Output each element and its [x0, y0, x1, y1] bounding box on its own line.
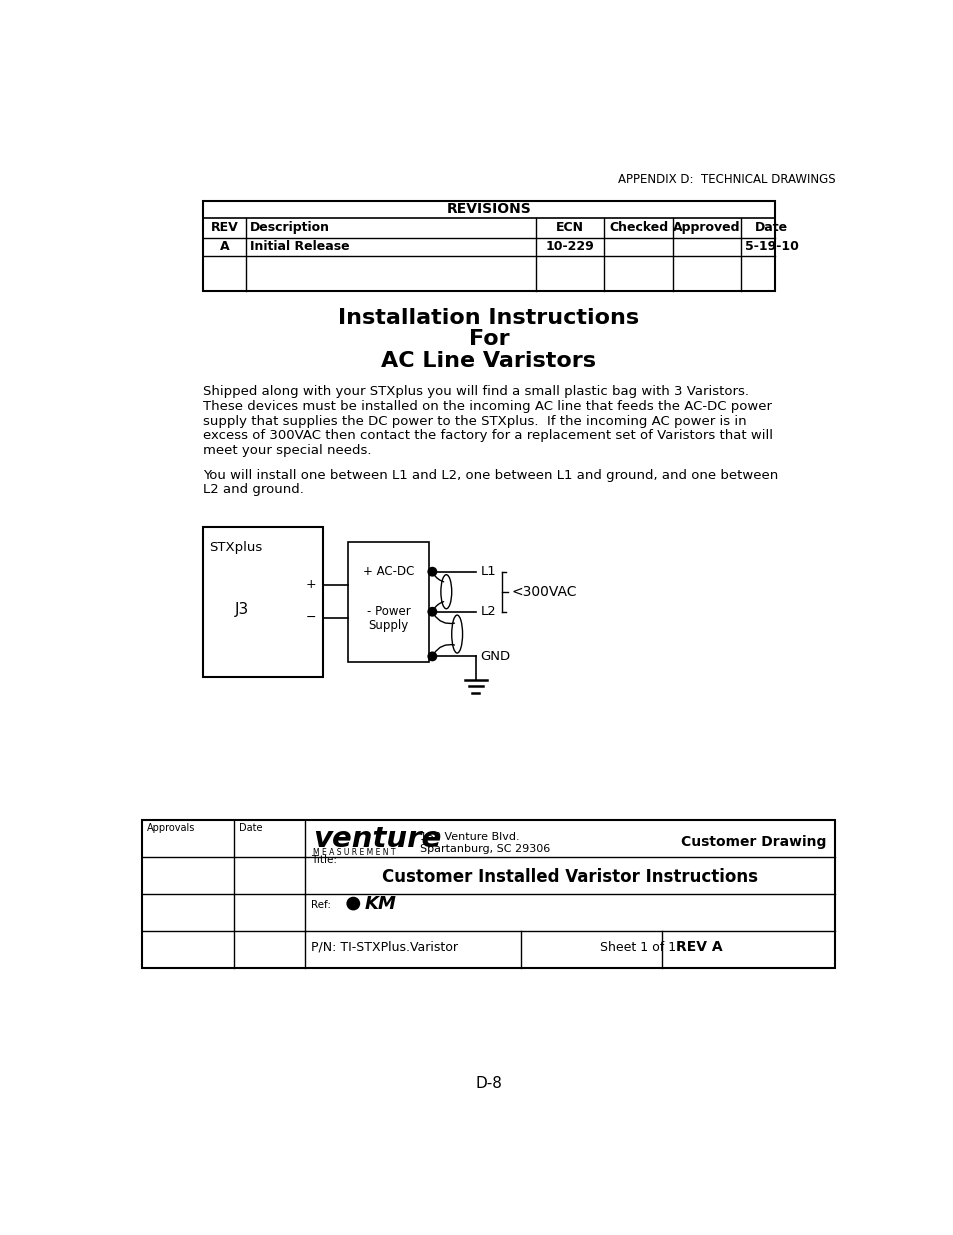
Text: Approved: Approved	[672, 221, 740, 233]
Ellipse shape	[452, 615, 462, 653]
Text: <300VAC: <300VAC	[511, 584, 577, 599]
Bar	[142, 820, 835, 968]
Bar	[203, 527, 323, 677]
Text: Spartanburg, SC 29306: Spartanburg, SC 29306	[419, 844, 550, 853]
Text: Supply: Supply	[368, 619, 408, 632]
Text: L2: L2	[480, 605, 496, 619]
Text: M E A S U R E M E N T: M E A S U R E M E N T	[313, 848, 395, 857]
Text: excess of 300VAC then contact the factory for a replacement set of Varistors tha: excess of 300VAC then contact the factor…	[203, 430, 772, 442]
Text: 10-229: 10-229	[545, 241, 594, 253]
Text: −: −	[305, 611, 315, 625]
Text: GND: GND	[480, 650, 510, 663]
Ellipse shape	[440, 574, 452, 609]
Text: supply that supplies the DC power to the STXplus.  If the incoming AC power is i: supply that supplies the DC power to the…	[203, 415, 746, 427]
Text: J3: J3	[234, 603, 249, 618]
Text: meet your special needs.: meet your special needs.	[203, 443, 371, 457]
Bar	[348, 542, 429, 662]
Text: Customer Drawing: Customer Drawing	[679, 835, 825, 848]
Text: ECN: ECN	[556, 221, 583, 233]
Text: You will install one between L1 and L2, one between L1 and ground, and one betwe: You will install one between L1 and L2, …	[203, 468, 778, 482]
Text: Description: Description	[250, 221, 330, 233]
Bar	[203, 200, 774, 291]
Text: venture: venture	[313, 825, 441, 853]
Text: REV: REV	[211, 221, 238, 233]
Text: L1: L1	[480, 566, 496, 578]
Text: Ref:: Ref:	[311, 900, 331, 910]
Text: Sheet 1 of 1: Sheet 1 of 1	[599, 941, 675, 953]
Circle shape	[347, 898, 359, 910]
Text: 5-19-10: 5-19-10	[744, 241, 798, 253]
Text: D-8: D-8	[475, 1076, 502, 1092]
Text: Shipped along with your STXplus you will find a small plastic bag with 3 Varisto: Shipped along with your STXplus you will…	[203, 385, 748, 399]
Text: Customer Installed Varistor Instructions: Customer Installed Varistor Instructions	[382, 868, 758, 887]
Text: L2 and ground.: L2 and ground.	[203, 483, 303, 496]
Text: APPENDIX D:  TECHNICAL DRAWINGS: APPENDIX D: TECHNICAL DRAWINGS	[618, 173, 835, 185]
Circle shape	[428, 652, 436, 661]
Text: For: For	[468, 330, 509, 350]
Text: Approvals: Approvals	[147, 823, 195, 834]
Text: + AC-DC: + AC-DC	[362, 566, 414, 578]
Text: REVISIONS: REVISIONS	[446, 203, 531, 216]
Circle shape	[428, 608, 436, 616]
Text: 150 Venture Blvd.: 150 Venture Blvd.	[419, 832, 519, 842]
Text: Title:: Title:	[311, 856, 337, 866]
Text: P/N: TI-STXPlus.Varistor: P/N: TI-STXPlus.Varistor	[311, 941, 458, 953]
Text: Date: Date	[755, 221, 787, 233]
Text: Checked: Checked	[608, 221, 667, 233]
Text: These devices must be installed on the incoming AC line that feeds the AC-DC pow: These devices must be installed on the i…	[203, 400, 771, 412]
Text: Initial Release: Initial Release	[250, 241, 350, 253]
Text: Date: Date	[238, 823, 262, 834]
Circle shape	[428, 567, 436, 576]
Text: STXplus: STXplus	[209, 541, 262, 555]
Text: Installation Instructions: Installation Instructions	[338, 308, 639, 327]
Text: A: A	[219, 241, 229, 253]
Text: KM: KM	[364, 894, 395, 913]
Text: AC Line Varistors: AC Line Varistors	[381, 351, 596, 370]
Text: +: +	[305, 578, 315, 592]
Text: REV A: REV A	[675, 941, 721, 955]
Text: - Power: - Power	[366, 605, 410, 619]
